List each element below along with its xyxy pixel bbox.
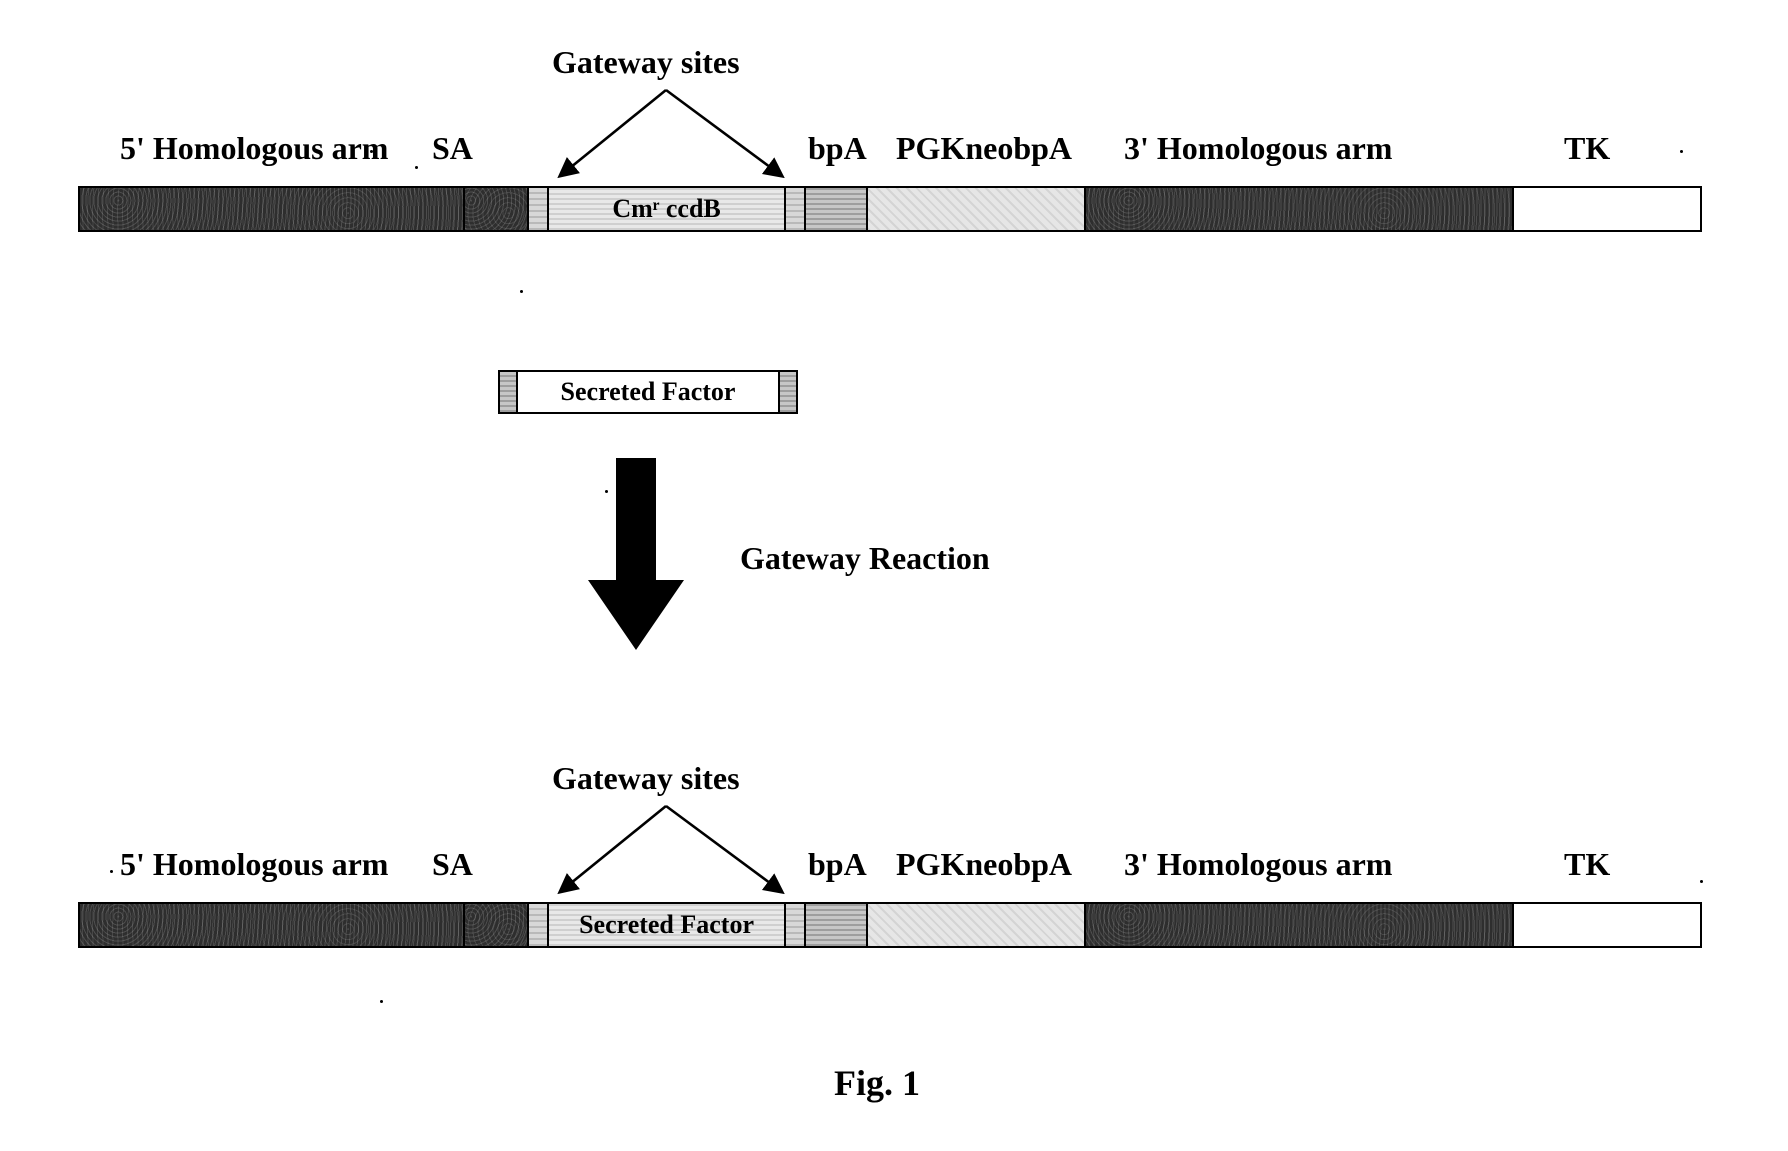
noise-dot (110, 870, 113, 873)
cassette-cap-right (778, 372, 796, 412)
label-bot-five-prime: 5' Homologous arm (120, 846, 388, 883)
noise-dot (380, 1000, 383, 1003)
label-top-three-prime: 3' Homologous arm (1124, 130, 1392, 167)
construct-bottom: Secreted Factor (78, 902, 1702, 948)
label-top-tk: TK (1564, 130, 1610, 167)
segment-gw-right-cap (786, 188, 806, 230)
gateway-arrow-top-0 (560, 90, 666, 176)
segment-gw-right-cap (786, 904, 806, 946)
construct-top: Cmʳ ccdB (78, 186, 1702, 232)
gateway-arrow-bottom-0 (560, 806, 666, 892)
noise-dot (520, 290, 523, 293)
label-top-five-prime: 5' Homologous arm (120, 130, 388, 167)
label-bot-bpa: bpA (808, 846, 867, 883)
label-top-pgk: PGKneobpA (896, 130, 1072, 167)
cassette-label: Secreted Factor (561, 377, 736, 407)
segment-pgk (868, 188, 1085, 230)
segment-three-prime-arm (1086, 904, 1515, 946)
segment-gw-left-cap (529, 188, 549, 230)
figure-caption: Fig. 1 (834, 1062, 920, 1104)
label-bot-three-prime: 3' Homologous arm (1124, 846, 1392, 883)
segment-bpa (806, 188, 868, 230)
label-top-sa: SA (432, 130, 473, 167)
label-bot-gateway-sites: Gateway sites (552, 760, 740, 797)
label-bot-tk: TK (1564, 846, 1610, 883)
noise-dot (370, 150, 373, 153)
segment-gw-cassette: Secreted Factor (549, 904, 786, 946)
segment-pgk (868, 904, 1085, 946)
segment-sa (465, 188, 529, 230)
segment-three-prime-arm (1086, 188, 1515, 230)
cassette-cap-left (500, 372, 518, 412)
segment-tk (1514, 904, 1700, 946)
segment-tk (1514, 188, 1700, 230)
gateway-arrow-bottom-1 (666, 806, 782, 892)
reaction-arrow-icon (588, 458, 684, 650)
segment-gw-cassette: Cmʳ ccdB (549, 188, 786, 230)
segment-bpa (806, 904, 868, 946)
noise-dot (605, 490, 608, 493)
secreted-factor-cassette: Secreted Factor (498, 370, 798, 414)
noise-dot (415, 166, 418, 169)
segment-five-prime-arm (80, 904, 465, 946)
noise-dot (1700, 880, 1703, 883)
label-top-bpa: bpA (808, 130, 867, 167)
segment-gw-left-cap (529, 904, 549, 946)
label-gateway-reaction: Gateway Reaction (740, 540, 990, 577)
cassette-body: Secreted Factor (518, 372, 778, 412)
noise-dot (1680, 150, 1683, 153)
gateway-arrow-top-1 (666, 90, 782, 176)
segment-label: Cmʳ ccdB (612, 194, 720, 224)
segment-five-prime-arm (80, 188, 465, 230)
label-bot-pgk: PGKneobpA (896, 846, 1072, 883)
label-bot-sa: SA (432, 846, 473, 883)
segment-sa (465, 904, 529, 946)
diagram-canvas: 5' Homologous arm SA Gateway sites bpA P… (0, 0, 1788, 1151)
label-top-gateway-sites: Gateway sites (552, 44, 740, 81)
segment-label: Secreted Factor (579, 910, 754, 940)
